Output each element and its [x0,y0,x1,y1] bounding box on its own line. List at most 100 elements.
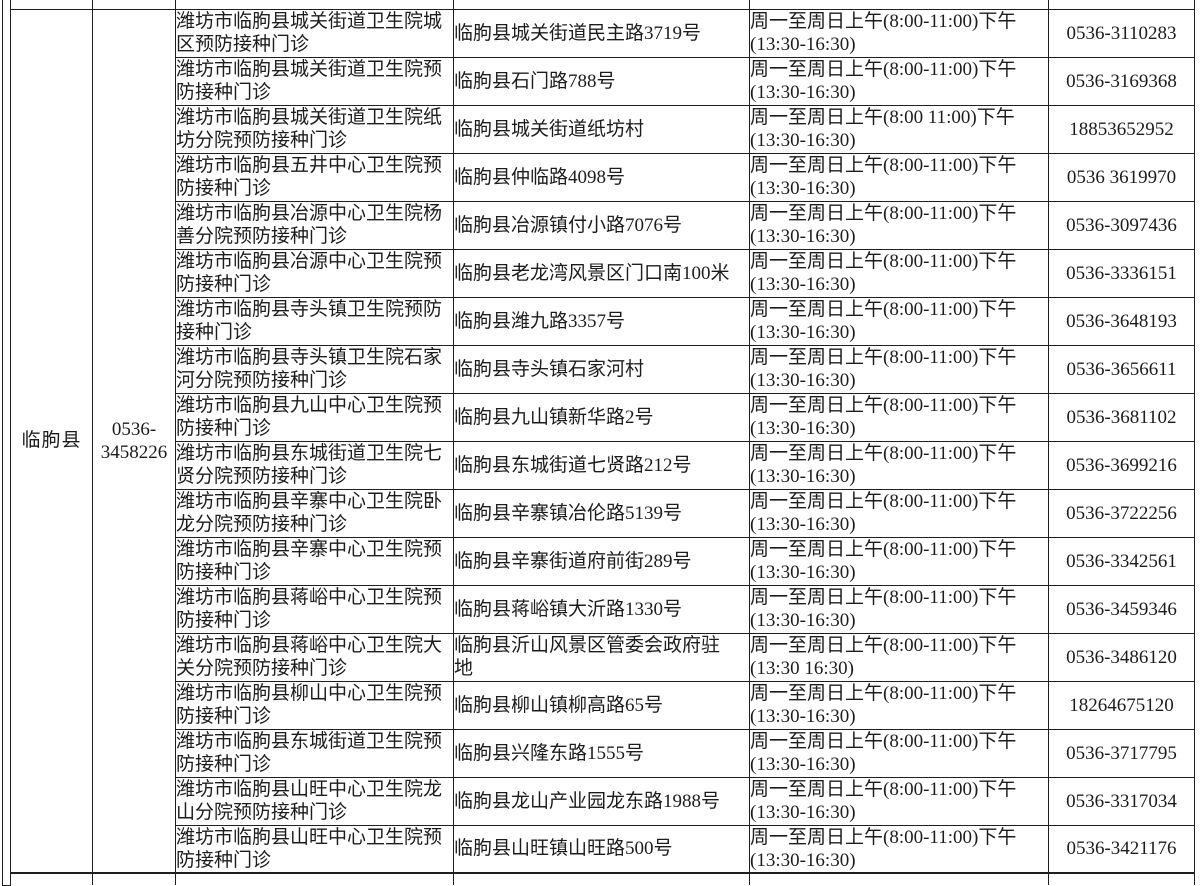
partial-row-bottom [3,872,1195,885]
empty-cell [453,872,750,885]
empty-cell [92,872,176,885]
clinic-hours-line2: (13:30-16:30) [750,562,856,583]
clinic-hours-line1: 周一至周日上午(8:00-11:00)下午 [750,395,1017,416]
empty-cell [749,872,1049,885]
county-phone-cell: 0536- 3458226 [92,8,176,874]
clinic-address-cell: 临朐县辛寨镇冶伦路5139号 [453,488,750,538]
clinic-address-line1: 临朐县老龙湾风景区门口南100米 [454,262,730,284]
table-row: 潍坊市临朐县五井中心卫生院预防接种门诊 临朐县仲临路4098号 周一至周日上午(8:… [3,152,1195,202]
table-row: 潍坊市临朐县寺头镇卫生院预防接种门诊 临朐县潍九路3357号 周一至周日上午(8:0… [3,296,1195,346]
clinic-address-line1: 临朐县沂山风景区管委会政府驻 [454,635,721,656]
clinic-address-line1: 临朐县石门路788号 [454,70,616,92]
table-row: 临朐县 0536- 3458226 潍坊市临朐县城关街道卫生院城区预防接种门诊 临朐县城… [3,8,1195,874]
clinic-hours-line2: (13:30-16:30) [750,178,856,199]
table-row: 潍坊市临朐县城关街道卫生院纸坊分院预防接种门诊 临朐县城关街道纸坊村 周一至周日上午… [3,104,1195,154]
table-row: 潍坊市临朐县寺头镇卫生院石家河分院预防接种门诊 临朐县寺头镇石家河村 周一至周日上午… [3,344,1195,394]
clinic-hours-cell: 周一至周日上午(8:00-11:00)下午 (13:30-16:30) [749,488,1049,538]
clinic-hours-line1: 周一至周日上午(8:00-11:00)下午 [750,826,1017,848]
clinic-hours-cell: 周一至周日上午(8:00-11:00)下午 (13:30 16:30) [749,632,1049,682]
clinic-hours-cell: 周一至周日上午(8:00-11:00)下午 (13:30-16:30) [749,680,1049,730]
clinic-address-cell: 临朐县柳山镇柳高路65号 [453,680,750,730]
clinic-hours-line1: 周一至周日上午(8:00-11:00)下午 [750,251,1017,272]
clinic-address-line1: 临朐县东城街道七贤路212号 [454,454,692,476]
clinic-name-cell: 潍坊市临朐县五井中心卫生院预防接种门诊 [175,152,454,202]
clinic-address-cell: 临朐县冶源镇付小路7076号 [453,200,750,250]
clinic-phone-cell: 0536-3421176 [1048,824,1195,874]
clinic-phone-cell: 0536-3342561 [1048,536,1195,586]
empty-cell [175,872,454,885]
table-row: 潍坊市临朐县辛寨中心卫生院卧龙分院预防接种门诊 临朐县辛寨镇冶伦路5139号 周一至… [3,488,1195,538]
clinic-name-cell: 潍坊市临朐县寺头镇卫生院石家河分院预防接种门诊 [175,344,454,394]
clinic-hours-cell: 周一至周日上午(8:00-11:00)下午 (13:30-16:30) [749,824,1049,874]
left-margin-cell [2,0,11,886]
clinic-phone-cell: 0536 3619970 [1048,152,1195,202]
clinic-name-cell: 潍坊市临朐县城关街道卫生院纸坊分院预防接种门诊 [175,104,454,154]
empty-cell [10,872,93,885]
clinic-address-line1: 临朐县蒋峪镇大沂路1330号 [454,598,683,620]
clinic-name-cell: 潍坊市临朐县寺头镇卫生院预防接种门诊 [175,296,454,346]
clinic-address-line1: 临朐县城关街道民主路3719号 [454,22,702,44]
clinic-address-line1: 临朐县城关街道纸坊村 [454,118,645,140]
clinic-phone-cell: 18264675120 [1048,680,1195,730]
clinic-hours-line2: (13:30-16:30) [750,34,856,55]
clinic-phone-cell: 0536-3699216 [1048,440,1195,490]
clinic-name-cell: 潍坊市临朐县辛寨中心卫生院卧龙分院预防接种门诊 [175,488,454,538]
table-row: 潍坊市临朐县辛寨中心卫生院预防接种门诊 临朐县辛寨街道府前街289号 周一至周日上午… [3,536,1195,586]
table-row: 潍坊市临朐县山旺中心卫生院预防接种门诊 临朐县山旺镇山旺路500号 周一至周日上午(… [3,824,1195,874]
clinic-hours-line2: (13:30 16:30) [750,658,854,679]
table-row: 潍坊市临朐县蒋峪中心卫生院预防接种门诊 临朐县蒋峪镇大沂路1330号 周一至周日上午… [3,584,1195,634]
clinic-phone-cell: 0536-3110283 [1048,8,1195,58]
clinic-hours-line1: 周一至周日上午(8:00-11:00)下午 [750,347,1017,368]
clinic-hours-cell: 周一至周日上午(8:00-11:00)下午 (13:30-16:30) [749,776,1049,826]
empty-cell [1048,872,1195,885]
clinic-name-cell: 潍坊市临朐县山旺中心卫生院龙山分院预防接种门诊 [175,776,454,826]
clinic-address-cell: 临朐县蒋峪镇大沂路1330号 [453,584,750,634]
clinic-phone-cell: 0536-3717795 [1048,728,1195,778]
clinic-address-cell: 临朐县潍九路3357号 [453,296,750,346]
clinic-address-line1: 临朐县兴隆东路1555号 [454,742,645,764]
clinic-hours-cell: 周一至周日上午(8:00-11:00)下午 (13:30-16:30) [749,344,1049,394]
clinic-hours-line1: 周一至周日上午(8:00-11:00)下午 [750,203,1017,224]
clinic-hours-line1: 周一至周日上午(8:00-11:00)下午 [750,443,1017,464]
clinic-hours-line2: (13:30-16:30) [750,274,856,295]
clinic-hours-cell: 周一至周日上午(8:00 11:00)下午 (13:30-16:30) [749,104,1049,154]
empty-cell [175,0,454,10]
clinic-phone-cell: 0536-3317034 [1048,776,1195,826]
clinic-name-cell: 潍坊市临朐县山旺中心卫生院预防接种门诊 [175,824,454,874]
clinic-hours-line2: (13:30-16:30) [750,82,856,103]
clinic-hours-line2: (13:30-16:30) [750,754,856,775]
clinic-phone-cell: 0536-3336151 [1048,248,1195,298]
clinic-name-cell: 潍坊市临朐县城关街道卫生院预防接种门诊 [175,56,454,106]
clinic-hours-line1: 周一至周日上午(8:00-11:00)下午 [750,731,1017,752]
clinic-hours-cell: 周一至周日上午(8:00-11:00)下午 (13:30-16:30) [749,200,1049,250]
table-row: 潍坊市临朐县蒋峪中心卫生院大关分院预防接种门诊 临朐县沂山风景区管委会政府驻地周一… [3,632,1195,682]
clinic-hours-line1: 周一至周日上午(8:00-11:00)下午 [750,491,1017,512]
county-name-cell: 临朐县 [10,8,93,874]
clinic-address-cell: 临朐县石门路788号 [453,56,750,106]
clinic-hours-cell: 周一至周日上午(8:00-11:00)下午 (13:30-16:30) [749,56,1049,106]
empty-cell [92,0,176,10]
clinic-hours-cell: 周一至周日上午(8:00-11:00)下午 (13:30-16:30) [749,296,1049,346]
clinic-hours-line1: 周一至周日上午(8:00-11:00)下午 [750,155,1017,176]
clinic-address-line1: 临朐县辛寨镇冶伦路5139号 [454,502,683,524]
clinic-address-cell: 临朐县老龙湾风景区门口南100米 [453,248,750,298]
clinic-address-line1: 临朐县寺头镇石家河村 [454,358,645,380]
clinic-address-line1: 临朐县辛寨街道府前街289号 [454,550,692,572]
clinic-name-cell: 潍坊市临朐县蒋峪中心卫生院预防接种门诊 [175,584,454,634]
clinic-hours-cell: 周一至周日上午(8:00-11:00)下午 (13:30-16:30) [749,728,1049,778]
empty-cell [749,0,1049,10]
clinic-hours-line2: (13:30-16:30) [750,322,856,343]
clinic-phone-cell: 0536-3656611 [1048,344,1195,394]
clinic-address-cell: 临朐县东城街道七贤路212号 [453,440,750,490]
clinic-address-line1: 临朐县龙山产业园龙东路1988号 [454,790,721,812]
clinic-hours-cell: 周一至周日上午(8:00-11:00)下午 (13:30-16:30) [749,392,1049,442]
clinic-phone-cell: 18853652952 [1048,104,1195,154]
clinic-hours-line2: (13:30-16:30) [750,418,856,439]
clinic-hours-line1: 周一至周日上午(8:00-11:00)下午 [750,11,1017,32]
clinic-name-cell: 潍坊市临朐县蒋峪中心卫生院大关分院预防接种门诊 [175,632,454,682]
clinic-hours-line2: (13:30-16:30) [750,466,856,487]
clinic-address-line1: 临朐县柳山镇柳高路65号 [454,694,664,716]
clinic-address-cell: 临朐县城关街道纸坊村 [453,104,750,154]
